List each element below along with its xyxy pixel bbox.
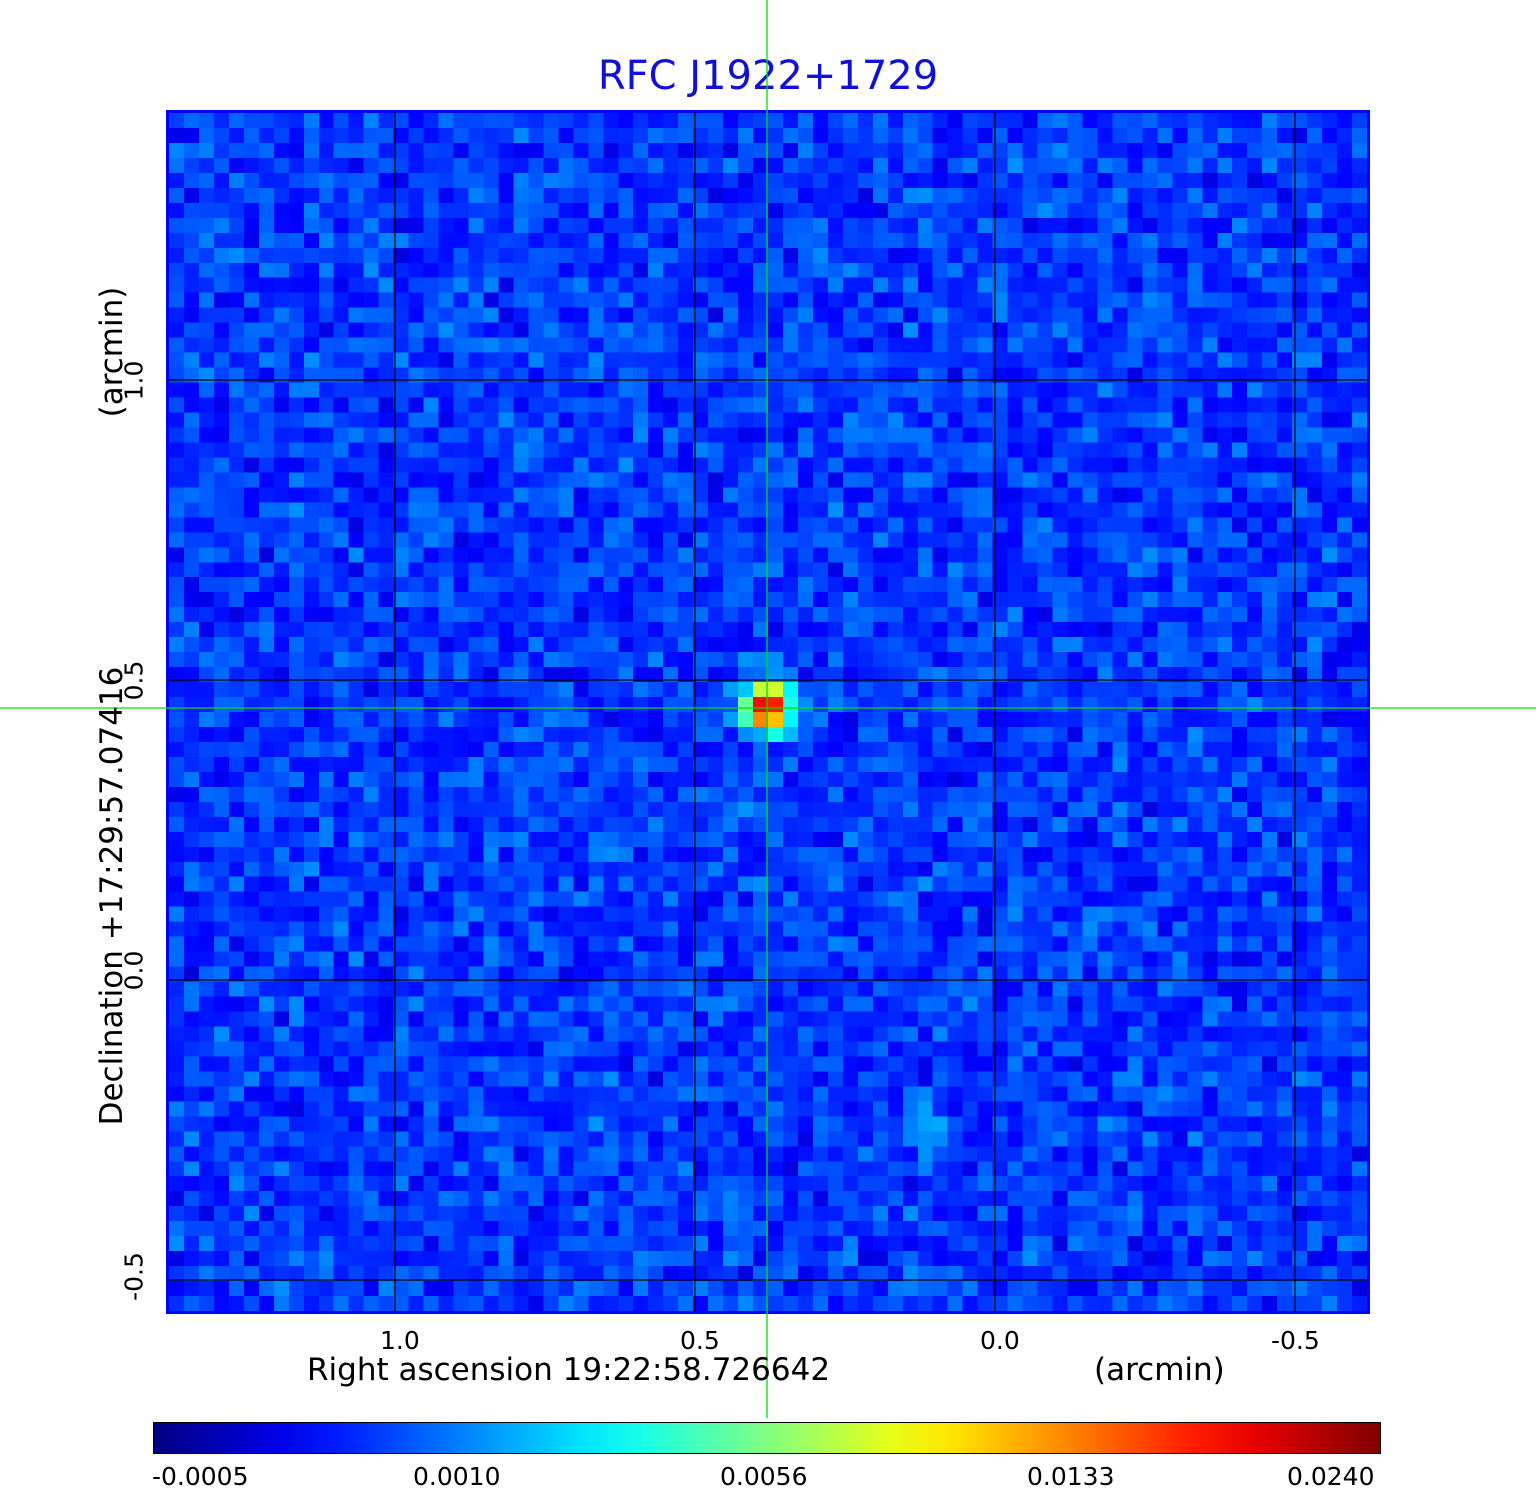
- radio-image[interactable]: [166, 110, 1370, 1314]
- y-axis-label: Declination +17:29:57.07416: [94, 666, 130, 1126]
- x-tick-label: -0.5: [1271, 1326, 1320, 1355]
- x-tick-label: 0.5: [680, 1326, 720, 1355]
- y-axis-unit: (arcmin): [94, 286, 130, 418]
- x-tick-label: 1.0: [380, 1326, 420, 1355]
- colorbar: [153, 1422, 1381, 1454]
- x-axis-unit: (arcmin): [1094, 1352, 1225, 1388]
- colorbar-label: 0.0056: [720, 1462, 808, 1491]
- image-title: RFC J1922+1729: [597, 53, 939, 99]
- sky-map-canvas: [169, 113, 1367, 1311]
- colorbar-label: 0.0010: [413, 1462, 501, 1491]
- x-tick-label: 0.0: [980, 1326, 1020, 1355]
- y-tick-label: -0.5: [119, 1252, 149, 1301]
- colorbar-label: -0.0005: [152, 1462, 249, 1491]
- x-axis-label: Right ascension 19:22:58.726642: [307, 1352, 831, 1388]
- colorbar-label: 0.0240: [1287, 1462, 1375, 1491]
- colorbar-label: 0.0133: [1027, 1462, 1115, 1491]
